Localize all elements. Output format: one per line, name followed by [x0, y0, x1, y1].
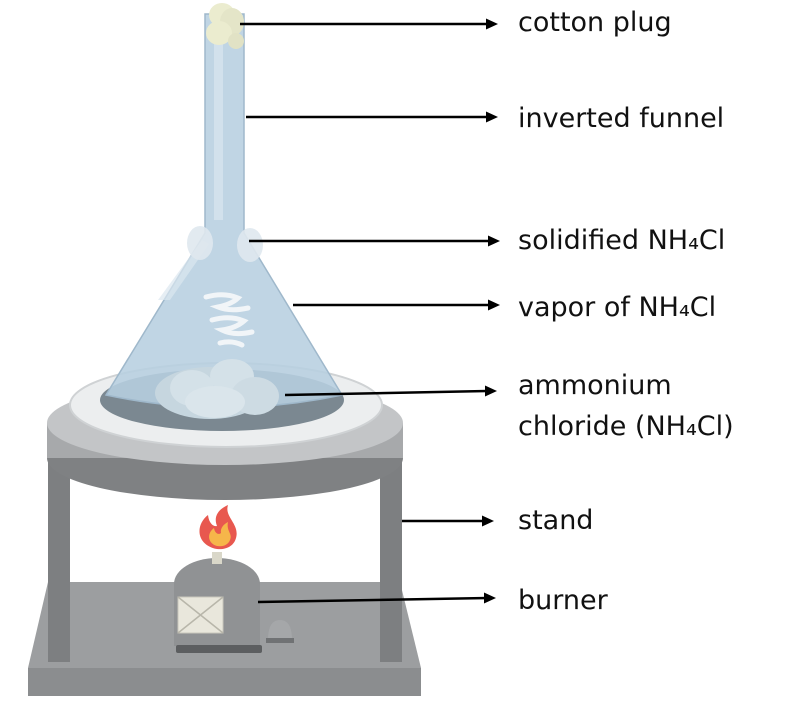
- label-inverted-funnel: inverted funnel: [518, 103, 725, 134]
- flame-icon: [199, 505, 237, 550]
- arrow-burner: [257, 592, 496, 604]
- label-ammonium-line1: ammonium: [518, 370, 672, 401]
- label-burner: burner: [518, 585, 608, 616]
- label-solidified: solidified NH₄Cl: [518, 225, 726, 256]
- cotton-plug: [206, 3, 244, 49]
- arrow-vapor: [293, 299, 500, 311]
- arrow-stand: [402, 515, 494, 527]
- label-cotton-plug: cotton plug: [518, 7, 672, 38]
- ammonium-chloride-cloud: [155, 359, 279, 419]
- arrow-solidified: [249, 235, 500, 247]
- inverted-funnel: [104, 13, 344, 409]
- label-stand: stand: [518, 505, 594, 536]
- stand-legs: [48, 445, 402, 662]
- arrow-inverted-funnel: [246, 111, 498, 123]
- label-vapor: vapor of NH₄Cl: [518, 292, 717, 323]
- label-ammonium-line2: chloride (NH₄Cl): [518, 411, 734, 442]
- solidified-deposit: [187, 226, 263, 262]
- arrow-ammonium-chloride: [284, 385, 497, 397]
- arrow-cotton-plug: [240, 18, 498, 30]
- vapor-swirls: [203, 292, 255, 348]
- label-arrows: [240, 18, 500, 604]
- burner-illustration: [174, 552, 294, 653]
